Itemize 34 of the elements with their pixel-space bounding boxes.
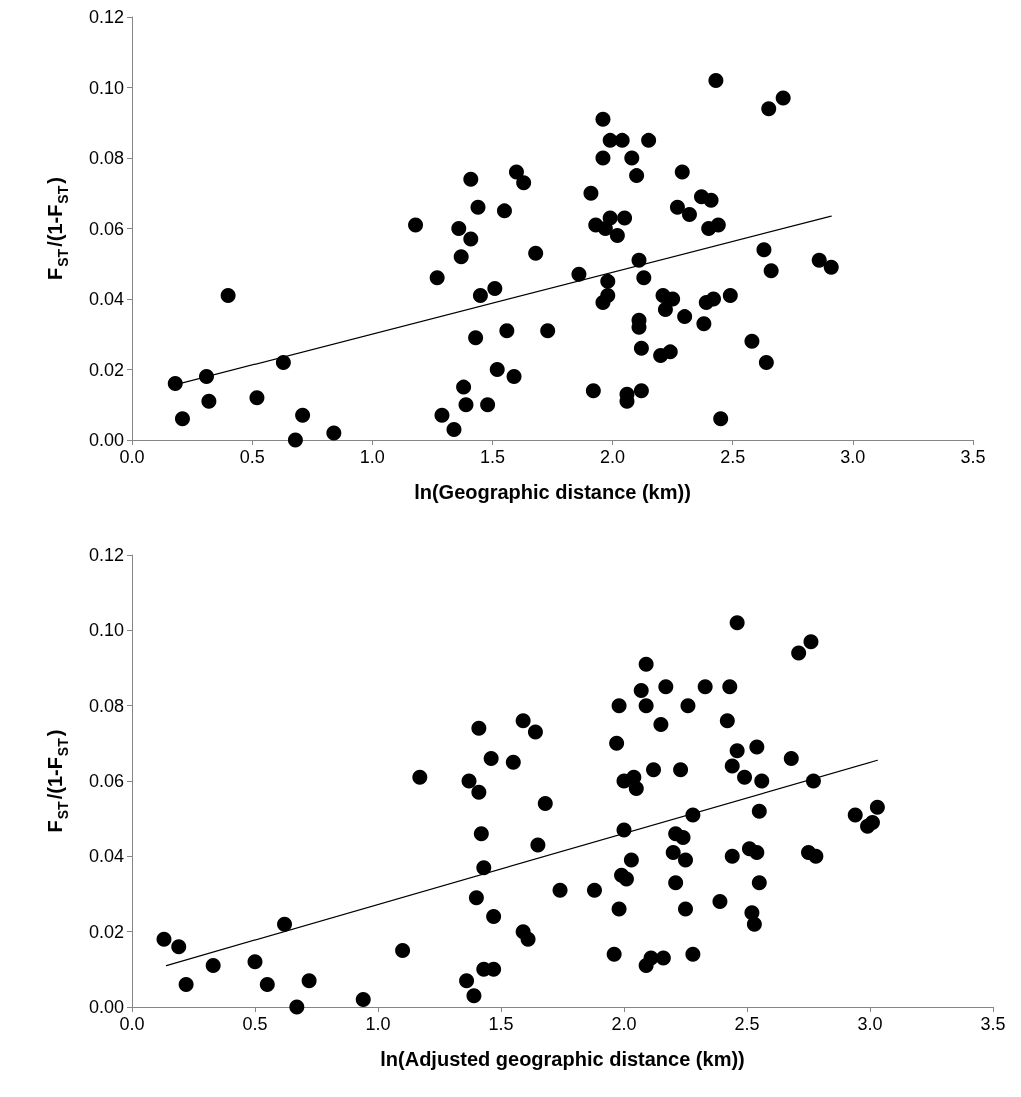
x-tick-label: 1.0 — [365, 1014, 391, 1034]
x-tick-label: 2.0 — [600, 447, 626, 467]
y-tick-label: 0.10 — [88, 77, 124, 98]
y-tick-label: 0.06 — [88, 771, 124, 791]
x-axis-title: ln(Adjusted geographic distance (km)) — [380, 1048, 745, 1070]
y-tick-label: 0.04 — [88, 289, 124, 309]
y-tick-label: 0.00 — [88, 997, 124, 1017]
x-tick-label: 3.0 — [857, 1014, 883, 1034]
y-tick-label: 0.02 — [88, 921, 124, 942]
y-tick-label: 0.10 — [88, 620, 124, 641]
x-tick-label: 0.5 — [239, 447, 265, 467]
x-tick-label: 2.5 — [734, 1014, 760, 1034]
y-axis-title: FST/(1-FST) — [44, 729, 71, 833]
y-axis-title: FST/(1-FST) — [44, 177, 71, 280]
y-tick-label: 0.00 — [88, 430, 124, 450]
x-tick-label: 2.5 — [720, 447, 746, 467]
x-axis-title: ln(Geographic distance (km)) — [414, 481, 691, 503]
y-tick-label: 0.08 — [88, 695, 124, 716]
x-tick-label: 1.5 — [488, 1014, 514, 1034]
y-tick-label: 0.02 — [88, 359, 124, 380]
x-tick-label: 1.0 — [359, 447, 385, 467]
y-tick-label: 0.08 — [88, 148, 124, 168]
y-tick-label: 0.12 — [88, 7, 124, 27]
x-tick-label: 2.0 — [611, 1014, 637, 1034]
x-tick-label: 3.0 — [840, 447, 866, 467]
y-tick-label: 0.12 — [88, 545, 124, 565]
x-tick-label: 3.5 — [960, 447, 986, 467]
x-tick-label: 0.0 — [119, 447, 145, 467]
x-tick-label: 3.5 — [980, 1014, 1006, 1034]
y-tick-label: 0.06 — [88, 218, 124, 239]
x-tick-label: 0.0 — [119, 1014, 145, 1034]
x-tick-label: 1.5 — [479, 447, 505, 467]
x-tick-label: 0.5 — [242, 1014, 268, 1034]
y-tick-label: 0.04 — [88, 846, 124, 867]
